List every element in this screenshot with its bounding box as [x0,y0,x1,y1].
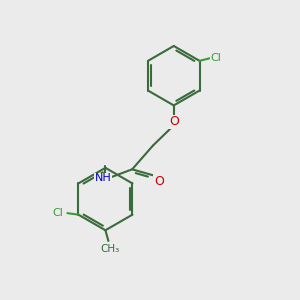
Text: Cl: Cl [210,53,221,63]
Text: O: O [169,115,179,128]
Text: Cl: Cl [52,208,63,218]
Text: CH₃: CH₃ [100,244,119,254]
Text: O: O [154,175,164,188]
Text: NH: NH [95,173,112,183]
